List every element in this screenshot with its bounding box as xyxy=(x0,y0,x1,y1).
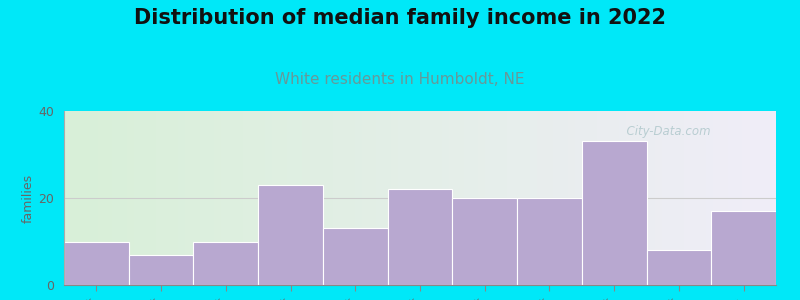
Text: Distribution of median family income in 2022: Distribution of median family income in … xyxy=(134,8,666,28)
Bar xyxy=(582,141,646,285)
Bar xyxy=(452,198,517,285)
Y-axis label: families: families xyxy=(22,173,34,223)
Bar xyxy=(323,229,388,285)
Text: City-Data.com: City-Data.com xyxy=(619,125,711,138)
Text: White residents in Humboldt, NE: White residents in Humboldt, NE xyxy=(275,72,525,87)
Bar xyxy=(646,250,711,285)
Bar xyxy=(129,254,194,285)
Bar xyxy=(64,242,129,285)
Bar xyxy=(258,185,323,285)
Bar xyxy=(711,211,776,285)
Bar xyxy=(517,198,582,285)
Bar xyxy=(194,242,258,285)
Bar xyxy=(388,189,452,285)
